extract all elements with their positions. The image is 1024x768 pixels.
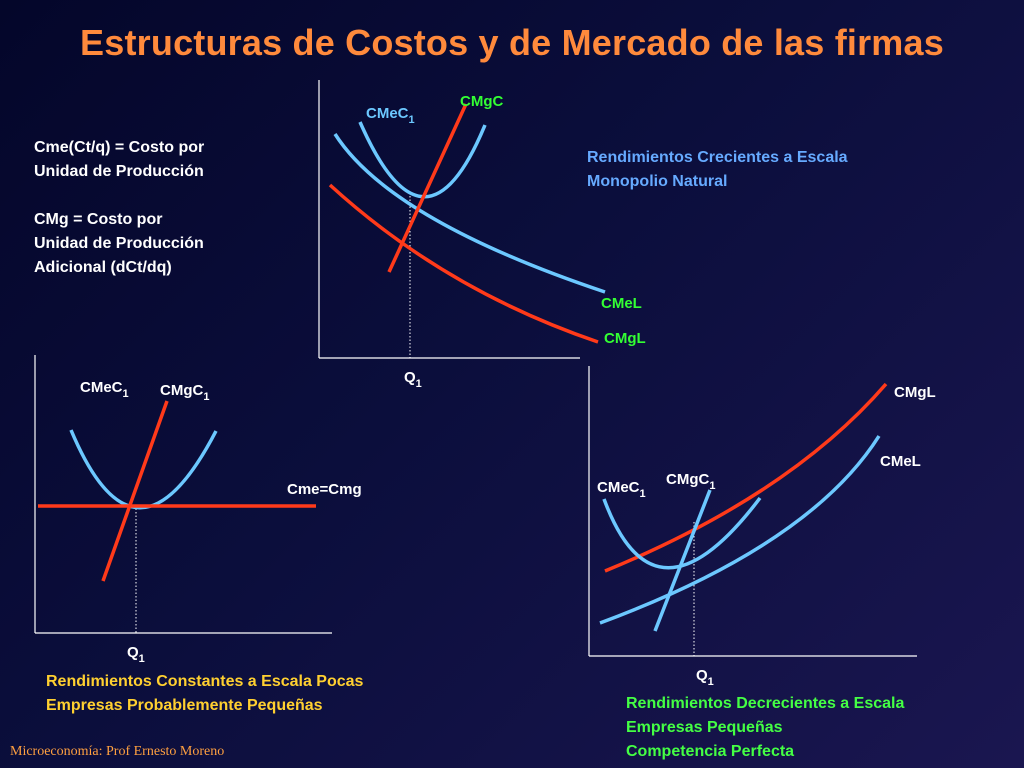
label-cmec: CMeC1 (597, 479, 646, 500)
caption-line: Empresas Pequeñas (626, 719, 783, 736)
slide-title: Estructuras de Costos y de Mercado de la… (80, 22, 944, 63)
label-cmgc: CMgC (460, 93, 503, 110)
cmel-curve (599, 435, 881, 625)
definitions-block: Cme(Ct/q) = Costo por Unidad de Producci… (34, 136, 204, 280)
label-cmel: CMeL (880, 453, 921, 470)
definition-line: Unidad de Producción (34, 235, 204, 252)
definition-line: Unidad de Producción (34, 163, 204, 180)
cmel-curve (333, 133, 606, 294)
cmgc-curve (387, 103, 468, 273)
caption-line: Monopolio Natural (587, 173, 728, 190)
definition-line: CMg = Costo por (34, 211, 163, 228)
label-cmgc: CMgC1 (666, 471, 715, 492)
label-cmec: CMeC1 (366, 105, 415, 126)
caption-line: Competencia Perfecta (626, 743, 795, 760)
cmec-curve (602, 496, 762, 570)
label-cme-cmg: Cme=Cmg (287, 481, 362, 498)
definition-line: Adicional (dCt/dq) (34, 259, 172, 276)
caption-constant: Rendimientos Constantes a Escala Pocas E… (46, 670, 363, 718)
caption-increasing: Rendimientos Crecientes a Escala Monopol… (587, 146, 848, 194)
definition-line: Cme(Ct/q) = Costo por (34, 139, 205, 156)
label-q1: Q1 (127, 644, 145, 665)
label-cmel: CMeL (601, 295, 642, 312)
label-cmgl: CMgL (604, 330, 646, 347)
caption-line: Rendimientos Decrecientes a Escala (626, 695, 905, 712)
label-q1: Q1 (404, 369, 422, 390)
caption-line: Rendimientos Constantes a Escala Pocas (46, 673, 364, 690)
caption-line: Rendimientos Crecientes a Escala (587, 149, 848, 166)
cmgc-curve (653, 489, 712, 632)
footer-credit: Microeconomía: Prof Ernesto Moreno (10, 744, 225, 759)
label-cmgc: CMgC1 (160, 382, 209, 403)
label-q1: Q1 (696, 667, 714, 688)
label-cmec: CMeC1 (80, 379, 129, 400)
caption-decreasing: Rendimientos Decrecientes a Escala Empre… (626, 692, 904, 764)
cmgl-curve (604, 382, 888, 573)
panel-constant-returns: CMeC1 CMgC1 Cme=Cmg Q1 (34, 355, 362, 665)
label-cmgl: CMgL (894, 384, 936, 401)
panel-increasing-returns: CMeC1 CMgC CMeL CMgL Q1 (318, 80, 646, 390)
cmgc-curve (101, 400, 169, 582)
cmec-curve (358, 121, 487, 199)
cmgl-curve (328, 183, 599, 344)
panel-decreasing-returns: CMgL CMeL CMeC1 CMgC1 Q1 (588, 366, 936, 688)
caption-line: Empresas Probablemente Pequeñas (46, 697, 323, 714)
